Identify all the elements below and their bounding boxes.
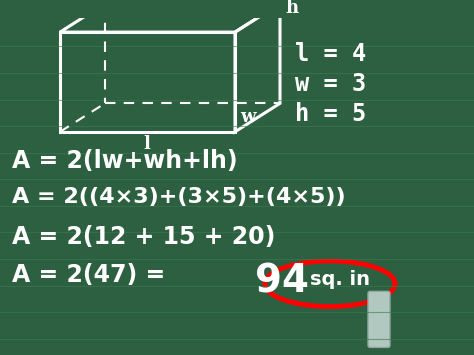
Text: A = 2(lw+wh+lh): A = 2(lw+wh+lh) — [12, 149, 237, 173]
Text: l: l — [144, 135, 150, 153]
Text: w: w — [240, 108, 255, 126]
Text: h: h — [285, 0, 298, 17]
Text: sq. in: sq. in — [310, 271, 370, 289]
Text: A = 2(47) =: A = 2(47) = — [12, 263, 173, 287]
Text: w = 3: w = 3 — [295, 72, 366, 96]
Text: h = 5: h = 5 — [295, 102, 366, 126]
Text: A = 2(12 + 15 + 20): A = 2(12 + 15 + 20) — [12, 225, 275, 249]
Text: A = 2((4×3)+(3×5)+(4×5)): A = 2((4×3)+(3×5)+(4×5)) — [12, 187, 346, 207]
Text: l = 4: l = 4 — [295, 42, 366, 66]
Text: 94: 94 — [255, 263, 309, 301]
FancyBboxPatch shape — [368, 291, 390, 348]
